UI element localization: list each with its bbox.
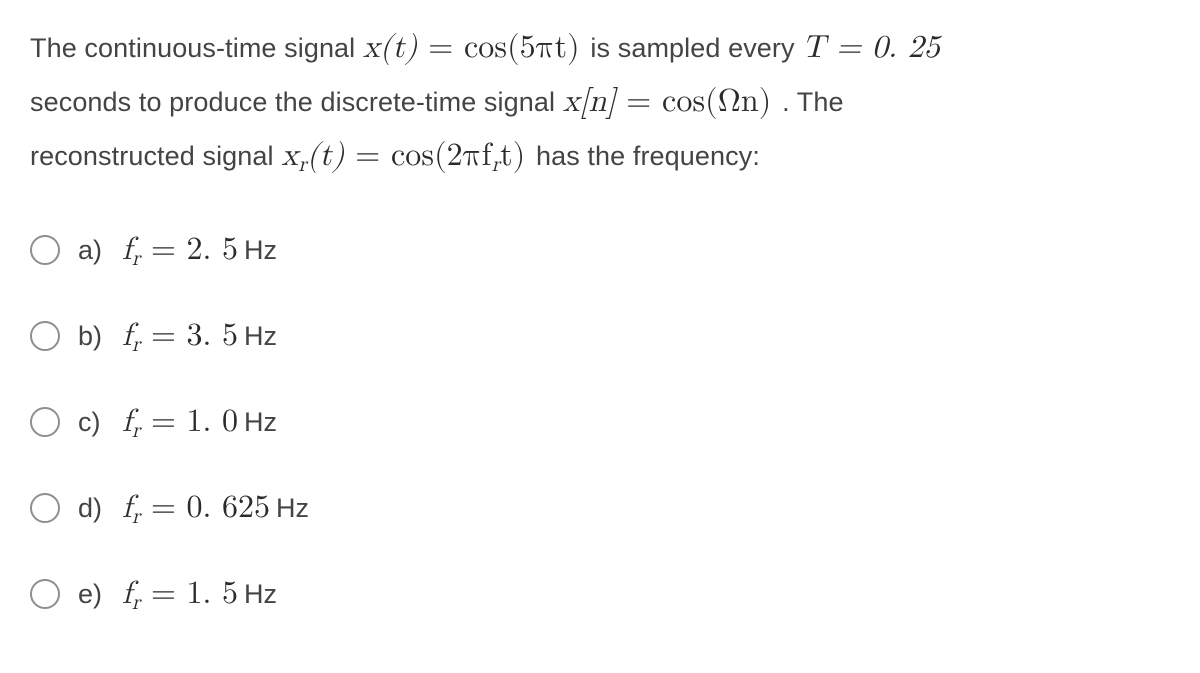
- options-list: a) fr = 2. 5 Hz b) fr = 3. 5 Hz c) fr = …: [30, 231, 1170, 613]
- radio-d[interactable]: [30, 493, 60, 523]
- opt-b-val: = 3. 5: [140, 320, 238, 352]
- math-eq1-sign: =: [418, 32, 464, 64]
- opt-b-sub: r: [132, 334, 141, 356]
- radio-c[interactable]: [30, 407, 60, 437]
- opt-a-f: f: [122, 234, 132, 266]
- option-d[interactable]: d) fr = 0. 625 Hz: [30, 489, 1170, 527]
- math-xt-lhs: x(t): [363, 32, 418, 64]
- option-expr: fr = 1. 0: [122, 403, 238, 441]
- opt-c-f: f: [122, 406, 132, 438]
- math-xt-rhs: cos(5πt): [464, 32, 580, 64]
- option-b[interactable]: b) fr = 3. 5 Hz: [30, 317, 1170, 355]
- option-e[interactable]: e) fr = 1. 5 Hz: [30, 575, 1170, 613]
- unit-hz: Hz: [276, 493, 309, 524]
- radio-b[interactable]: [30, 321, 60, 351]
- opt-c-sub: r: [132, 420, 141, 442]
- option-letter: c): [78, 407, 108, 438]
- stem-text-4: . The: [782, 87, 844, 117]
- opt-d-sub: r: [132, 506, 141, 528]
- unit-hz: Hz: [244, 235, 277, 266]
- option-letter: e): [78, 579, 108, 610]
- math-xrt-sub: r: [298, 154, 307, 176]
- stem-text-1: The continuous-time signal: [30, 33, 363, 63]
- math-T: T = 0. 25: [802, 32, 940, 64]
- option-letter: d): [78, 493, 108, 524]
- option-expr: fr = 1. 5: [122, 575, 238, 613]
- opt-c-val: = 1. 0: [140, 406, 238, 438]
- unit-hz: Hz: [244, 579, 277, 610]
- unit-hz: Hz: [244, 407, 277, 438]
- option-expr: fr = 0. 625: [122, 489, 270, 527]
- option-expr: fr = 3. 5: [122, 317, 238, 355]
- opt-a-sub: r: [132, 248, 141, 270]
- opt-e-sub: r: [132, 592, 141, 614]
- option-letter: b): [78, 321, 108, 352]
- math-xn-rhs: cos(Ωn): [662, 86, 771, 118]
- opt-e-val: = 1. 5: [140, 578, 238, 610]
- math-xn: x[n] = cos(Ωn): [563, 86, 782, 118]
- question-page: The continuous-time signal x(t) = cos(5π…: [0, 0, 1200, 633]
- question-stem: The continuous-time signal x(t) = cos(5π…: [30, 22, 1170, 183]
- opt-e-f: f: [122, 578, 132, 610]
- radio-a[interactable]: [30, 235, 60, 265]
- math-eq4-sign: =: [345, 140, 391, 172]
- stem-text-5: reconstructed signal: [30, 141, 281, 171]
- math-xrt-rhs-sub: r: [492, 154, 501, 176]
- stem-text-2: is sampled every: [590, 33, 802, 63]
- stem-text-6: has the frequency:: [536, 141, 760, 171]
- radio-e[interactable]: [30, 579, 60, 609]
- opt-d-f: f: [122, 492, 132, 524]
- option-letter: a): [78, 235, 108, 266]
- math-xrt-paren: (t): [307, 140, 345, 172]
- math-xrt-rhs-b: t): [500, 140, 525, 172]
- opt-b-f: f: [122, 320, 132, 352]
- option-expr: fr = 2. 5: [122, 231, 238, 269]
- opt-d-val: = 0. 625: [140, 492, 270, 524]
- stem-text-3: seconds to produce the discrete-time sig…: [30, 87, 563, 117]
- math-xt: x(t) = cos(5πt): [363, 32, 591, 64]
- option-a[interactable]: a) fr = 2. 5 Hz: [30, 231, 1170, 269]
- unit-hz: Hz: [244, 321, 277, 352]
- opt-a-val: = 2. 5: [140, 234, 238, 266]
- math-xrt-x: x: [281, 140, 298, 172]
- math-eq3-sign: =: [616, 86, 662, 118]
- math-xn-lhs: x[n]: [563, 86, 616, 118]
- math-xrt-rhs-a: cos(2πf: [391, 140, 492, 172]
- option-c[interactable]: c) fr = 1. 0 Hz: [30, 403, 1170, 441]
- math-xrt: xr(t) = cos(2πfrt): [281, 140, 536, 172]
